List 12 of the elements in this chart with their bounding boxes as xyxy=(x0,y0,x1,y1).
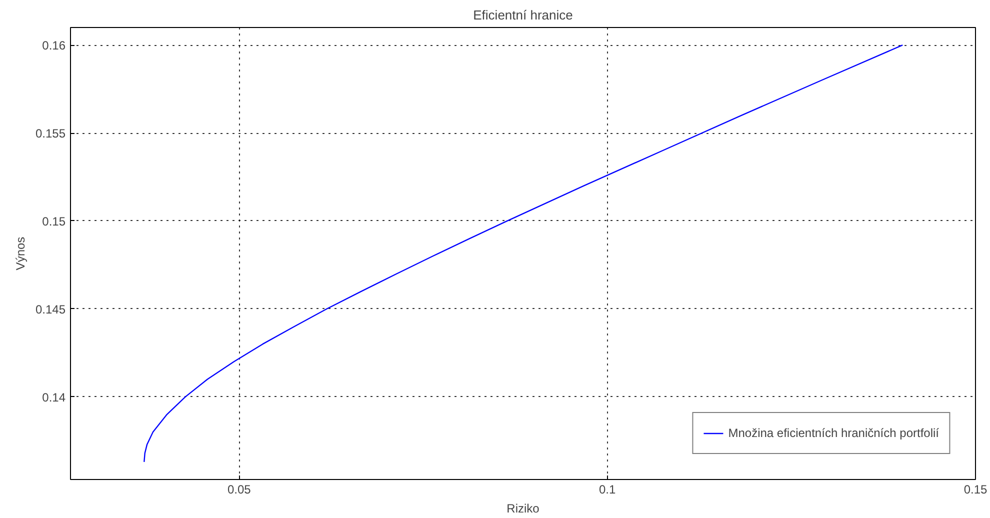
chart-title: Eficientní hranice xyxy=(473,8,573,22)
y-tick-label: 0.14 xyxy=(42,390,66,404)
x-tick-label: 0.1 xyxy=(598,482,616,496)
x-axis-title: Riziko xyxy=(506,502,540,516)
x-tick-label: 0.05 xyxy=(227,482,252,496)
y-tick-label: 0.16 xyxy=(42,38,66,53)
x-tick-label: 0.15 xyxy=(964,482,988,496)
y-axis-title: Výnos xyxy=(13,236,28,270)
y-tick-label: 0.15 xyxy=(42,214,66,228)
y-tick-label: 0.155 xyxy=(35,126,66,141)
legend-label: Množina eficientních hraničních portfolií xyxy=(728,426,939,440)
y-tick-label: 0.145 xyxy=(35,302,66,316)
